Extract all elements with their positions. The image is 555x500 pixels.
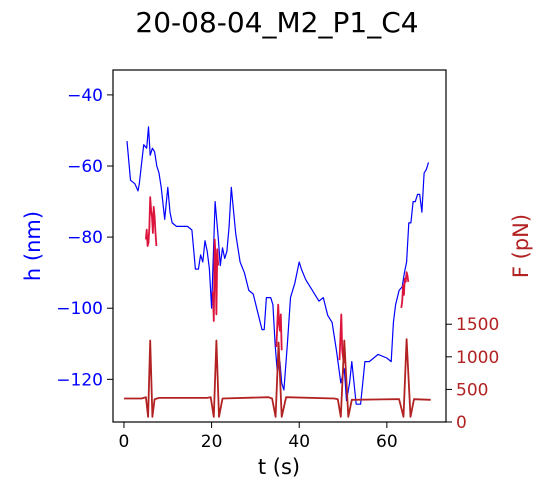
x-axis-label: t (s) (258, 455, 300, 479)
right-tick-label: 0 (456, 413, 467, 433)
right-tick-label: 1500 (456, 315, 499, 335)
x-tick-label: 40 (288, 432, 310, 452)
left-tick-label: −80 (67, 228, 103, 248)
left-tick-label: −60 (67, 157, 103, 177)
right-axis-label: F (pN) (509, 214, 533, 278)
left-tick-label: −100 (56, 299, 103, 319)
left-axis-ticks: −40 −60 −80 −100 −120 (56, 86, 113, 390)
right-tick-label: 1000 (456, 348, 499, 368)
x-tick-label: 0 (119, 432, 130, 452)
right-tick-label: 500 (456, 380, 488, 400)
x-axis-ticks: 0 20 40 60 (119, 422, 398, 452)
right-axis-ticks: 0 500 1000 1500 (446, 315, 499, 433)
left-tick-label: −40 (67, 86, 103, 106)
chart-title: 20-08-04_M2_P1_C4 (135, 6, 418, 39)
x-tick-label: 60 (376, 432, 398, 452)
x-tick-label: 20 (201, 432, 223, 452)
left-axis-label: h (nm) (21, 211, 45, 281)
left-tick-label: −120 (56, 370, 103, 390)
